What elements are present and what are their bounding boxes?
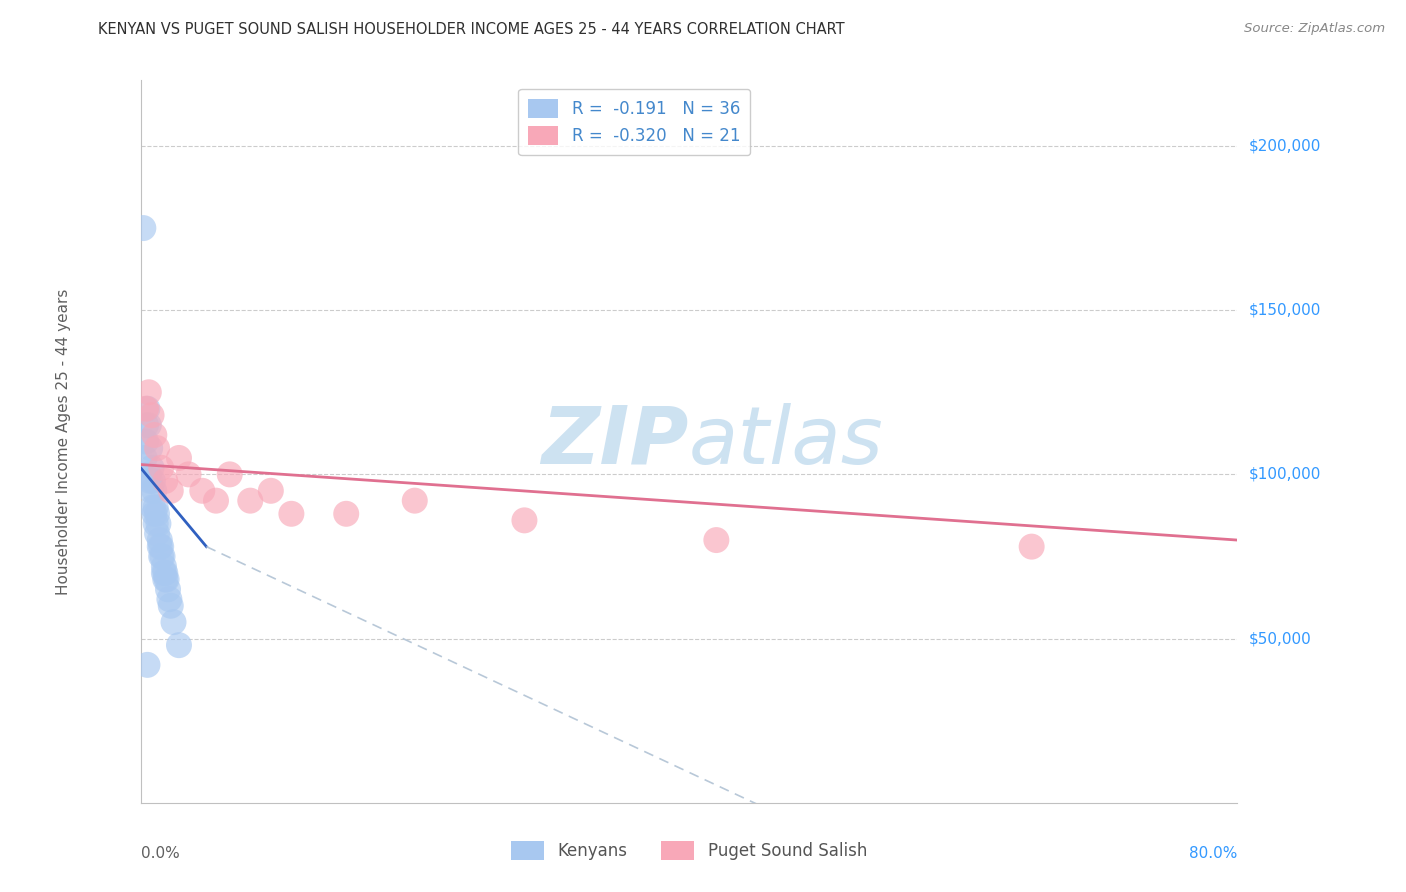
Point xyxy=(138,418,160,433)
Point xyxy=(145,516,167,531)
Point xyxy=(141,460,163,475)
Point xyxy=(404,493,426,508)
Legend: Kenyans, Puget Sound Salish: Kenyans, Puget Sound Salish xyxy=(505,834,873,867)
Point xyxy=(146,441,169,455)
Point xyxy=(142,474,165,488)
Point xyxy=(167,450,190,465)
Point xyxy=(143,507,166,521)
Point xyxy=(139,441,162,455)
Point xyxy=(134,450,156,465)
Point xyxy=(136,657,159,672)
Point xyxy=(177,467,200,482)
Point xyxy=(155,566,177,580)
Point xyxy=(155,573,177,587)
Point xyxy=(136,401,159,416)
Point xyxy=(153,566,176,580)
Point xyxy=(159,599,181,613)
Point xyxy=(149,540,172,554)
Point xyxy=(138,385,160,400)
Text: $150,000: $150,000 xyxy=(1249,302,1320,318)
Point xyxy=(135,418,157,433)
Point xyxy=(143,483,166,498)
Point xyxy=(135,434,157,449)
Point xyxy=(150,460,173,475)
Point xyxy=(146,507,169,521)
Point xyxy=(155,474,177,488)
Text: ZIP: ZIP xyxy=(541,402,689,481)
Point xyxy=(153,559,176,574)
Text: $200,000: $200,000 xyxy=(1249,138,1320,153)
Point xyxy=(138,467,160,482)
Point xyxy=(159,483,181,498)
Point xyxy=(150,540,173,554)
Point xyxy=(239,493,262,508)
Point xyxy=(260,483,283,498)
Point xyxy=(143,428,166,442)
Text: 0.0%: 0.0% xyxy=(141,847,180,861)
Point xyxy=(513,513,536,527)
Point xyxy=(706,533,728,547)
Point xyxy=(335,507,357,521)
Point xyxy=(135,401,157,416)
Point xyxy=(141,483,163,498)
Text: KENYAN VS PUGET SOUND SALISH HOUSEHOLDER INCOME AGES 25 - 44 YEARS CORRELATION C: KENYAN VS PUGET SOUND SALISH HOUSEHOLDER… xyxy=(98,22,845,37)
Point xyxy=(157,592,180,607)
Point xyxy=(149,533,172,547)
Point xyxy=(139,474,162,488)
Point xyxy=(162,615,184,630)
Point xyxy=(156,573,179,587)
Point xyxy=(150,549,173,564)
Point xyxy=(280,507,302,521)
Point xyxy=(145,500,167,515)
Text: atlas: atlas xyxy=(689,402,884,481)
Point xyxy=(205,493,228,508)
Point xyxy=(152,549,174,564)
Point xyxy=(132,221,155,235)
Point xyxy=(142,500,165,515)
Point xyxy=(141,409,163,423)
Text: $100,000: $100,000 xyxy=(1249,467,1320,482)
Point xyxy=(157,582,180,597)
Text: Householder Income Ages 25 - 44 years: Householder Income Ages 25 - 44 years xyxy=(56,288,72,595)
Point xyxy=(191,483,214,498)
Point xyxy=(218,467,240,482)
Text: $50,000: $50,000 xyxy=(1249,632,1312,646)
Point xyxy=(146,526,169,541)
Point xyxy=(148,516,170,531)
Point xyxy=(1021,540,1043,554)
Point xyxy=(167,638,190,652)
Text: Source: ZipAtlas.com: Source: ZipAtlas.com xyxy=(1244,22,1385,36)
Text: 80.0%: 80.0% xyxy=(1189,847,1237,861)
